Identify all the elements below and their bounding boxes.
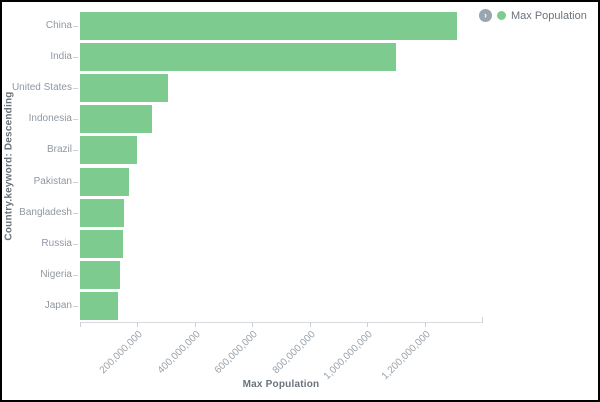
bar[interactable] <box>80 198 125 227</box>
y-axis-tick <box>73 306 78 308</box>
y-axis-tick <box>73 25 78 27</box>
x-axis-tick <box>309 322 311 327</box>
y-axis-label: Nigeria <box>40 269 72 281</box>
bar[interactable] <box>80 230 124 258</box>
legend-series-label: Max Population <box>511 9 587 22</box>
y-axis-tick <box>73 212 78 214</box>
bar[interactable] <box>80 105 152 134</box>
bar[interactable] <box>80 136 138 165</box>
y-axis-tick <box>73 56 78 58</box>
y-axis-tick <box>73 150 78 152</box>
y-axis-label: India <box>50 50 72 62</box>
x-axis-end-tick <box>80 322 81 327</box>
bar[interactable] <box>80 42 396 71</box>
x-axis-tick <box>137 322 139 327</box>
bar[interactable] <box>80 167 129 196</box>
y-axis-tick <box>73 88 78 89</box>
x-axis-tick <box>252 322 254 327</box>
x-axis-tick <box>194 322 196 327</box>
y-axis-label: Bangladesh <box>19 206 72 218</box>
bar[interactable] <box>80 74 168 102</box>
y-axis-label: United States <box>11 82 72 93</box>
x-axis-title: Max Population <box>242 379 320 390</box>
legend-series-dot-icon <box>497 11 506 20</box>
y-axis-tick <box>73 244 78 245</box>
y-axis-label: Japan <box>44 300 72 312</box>
legend-item[interactable]: Max Population <box>497 10 587 22</box>
y-axis-label: Brazil <box>46 144 72 156</box>
y-axis-tick <box>73 119 78 121</box>
x-axis-tick <box>367 322 369 327</box>
y-axis-label: Pakistan <box>33 175 72 187</box>
legend: › Max Population <box>479 9 587 22</box>
x-axis-line <box>80 322 483 323</box>
x-axis-tick <box>424 322 426 327</box>
bar[interactable] <box>80 292 118 321</box>
bar[interactable] <box>80 11 458 40</box>
y-axis-tick <box>73 181 78 183</box>
y-axis-label: Indonesia <box>28 113 72 125</box>
legend-collapse-chevron-icon[interactable]: › <box>479 9 492 22</box>
plot-area <box>80 10 482 322</box>
y-axis-label: China <box>45 19 72 31</box>
bar[interactable] <box>80 261 120 290</box>
y-axis-tick <box>73 275 78 277</box>
y-axis-label: Russia <box>41 238 72 249</box>
x-axis-end-tick <box>482 317 483 322</box>
